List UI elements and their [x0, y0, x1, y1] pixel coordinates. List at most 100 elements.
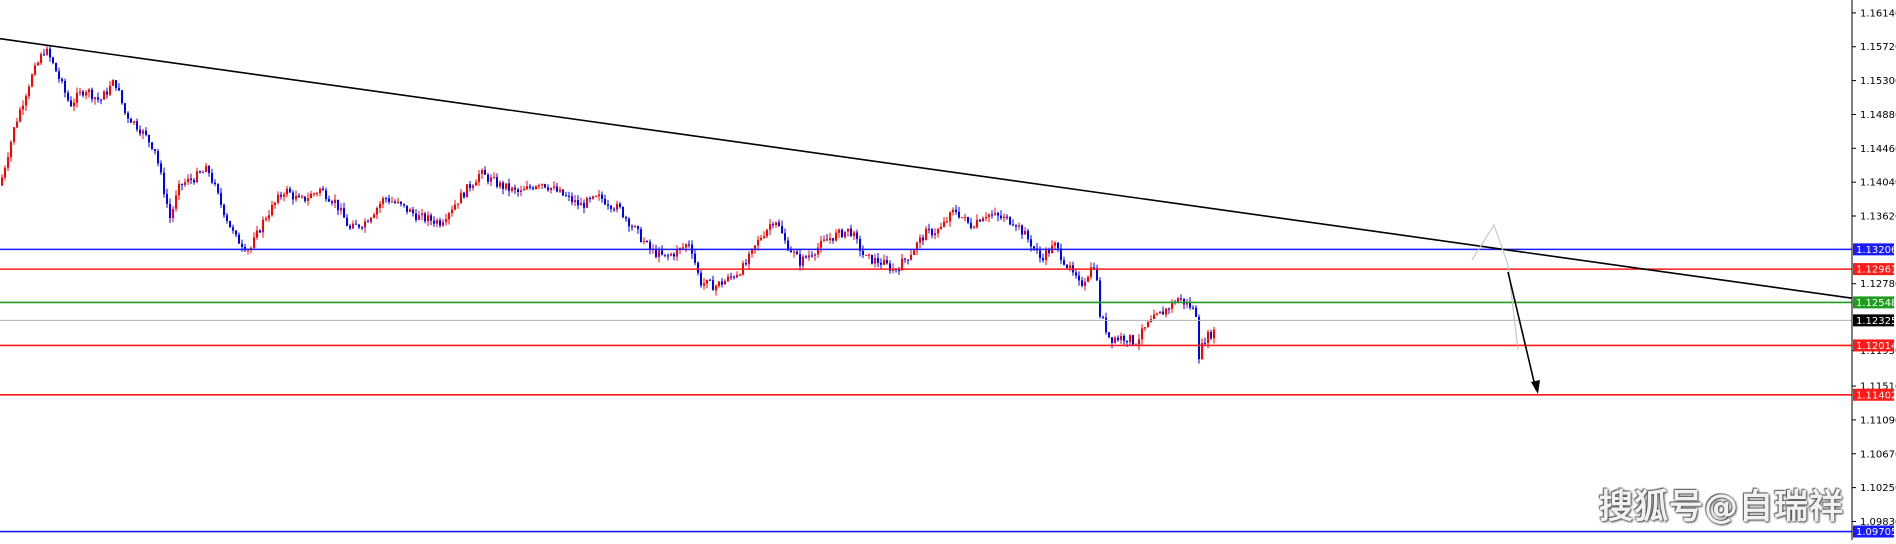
candle-body: [733, 276, 735, 278]
candle-body: [1000, 215, 1002, 219]
candle-body: [1078, 275, 1080, 281]
candle-body: [1009, 216, 1011, 225]
candle-body: [385, 198, 387, 200]
candle-body: [160, 163, 162, 173]
candle-body: [4, 167, 6, 178]
price-tick-label: 1.13620: [1860, 212, 1896, 223]
candle-body: [640, 229, 642, 242]
candle-body: [928, 228, 930, 230]
candle-body: [448, 213, 450, 220]
candle-body: [646, 241, 648, 242]
candle-body: [955, 209, 957, 212]
candle-body: [163, 172, 165, 194]
candle-body: [544, 184, 546, 188]
candle-body: [73, 102, 75, 107]
candle-body: [1144, 327, 1146, 329]
candle-body: [199, 171, 201, 173]
candle-body: [610, 205, 612, 209]
candle-body: [907, 259, 909, 261]
candle-body: [712, 280, 714, 291]
candle-body: [586, 198, 588, 208]
candle-body: [619, 203, 621, 207]
level-tag-box: [1853, 296, 1894, 309]
candle-body: [805, 256, 807, 258]
candle-body: [475, 182, 477, 186]
candle-body: [55, 63, 57, 72]
candle-body: [1030, 239, 1032, 247]
level-tag-label: 1.12961: [1856, 265, 1896, 276]
candle-body: [211, 173, 213, 183]
candle-body: [499, 182, 501, 187]
candle-body: [478, 173, 480, 183]
candle-body: [301, 196, 303, 198]
candle-body: [454, 204, 456, 210]
candle-body: [1021, 225, 1023, 235]
candle-body: [808, 255, 810, 258]
candle-body: [130, 118, 132, 123]
candle-body: [973, 227, 975, 229]
candle-body: [295, 195, 297, 200]
candle-body: [964, 217, 966, 219]
candle-body: [1201, 343, 1203, 360]
candle-body: [1210, 331, 1212, 339]
candle-body: [739, 274, 741, 276]
candle-body: [226, 215, 228, 221]
candle-body: [127, 112, 129, 119]
candle-body: [1138, 339, 1140, 345]
candle-body: [880, 262, 882, 265]
candle-body: [442, 222, 444, 226]
candle-body: [523, 189, 525, 191]
candle-body: [397, 201, 399, 203]
candle-body: [331, 201, 333, 204]
candle-body: [559, 189, 561, 192]
candle-body: [445, 219, 447, 222]
candle-body: [148, 134, 150, 143]
candle-body: [376, 208, 378, 215]
candle-body: [634, 226, 636, 228]
price-tick-label: 1.09830: [1860, 517, 1896, 528]
candle-body: [1108, 332, 1110, 338]
candle-body: [1156, 313, 1158, 315]
candle-body: [547, 187, 549, 191]
candle-body: [67, 92, 69, 101]
candle-body: [16, 121, 18, 128]
candle-body: [133, 121, 135, 123]
candle-body: [832, 238, 834, 241]
candle-body: [766, 229, 768, 237]
candle-body: [1063, 260, 1065, 265]
candle-body: [736, 274, 738, 278]
candle-body: [967, 217, 969, 223]
price-tick-label: 1.14880: [1860, 110, 1896, 121]
candle-body: [274, 202, 276, 205]
level-tag-box: [1853, 263, 1894, 276]
projection-arrow-line: [1507, 271, 1537, 391]
candle-body: [934, 233, 936, 236]
candle-body: [382, 198, 384, 204]
candle-body: [868, 254, 870, 256]
candle-body: [922, 237, 924, 241]
candle-body: [727, 276, 729, 281]
candle-body: [49, 48, 51, 58]
level-tag-label: 1.12014: [1856, 341, 1896, 352]
candle-body: [1180, 298, 1182, 300]
candle-body: [1213, 329, 1215, 339]
candle-body: [865, 254, 867, 256]
price-axis: 1.16140 1.15720 1.15300 1.14880 1.14460 1.140…: [1851, 0, 1896, 540]
candle-body: [1177, 298, 1179, 303]
candle-body: [118, 87, 120, 91]
candle-body: [229, 220, 231, 228]
candle-body: [988, 214, 990, 217]
candle-body: [352, 223, 354, 229]
candle-body: [1168, 308, 1170, 310]
candle-body: [562, 189, 564, 196]
candle-body: [502, 182, 504, 189]
candle-body: [235, 230, 237, 235]
candle-body: [268, 215, 270, 219]
candle-body: [811, 255, 813, 257]
candle-body: [565, 195, 567, 197]
level-tag-label: 1.12325: [1856, 316, 1896, 327]
price-tick-label: 1.11090: [1860, 415, 1896, 426]
candle-body: [94, 97, 96, 100]
